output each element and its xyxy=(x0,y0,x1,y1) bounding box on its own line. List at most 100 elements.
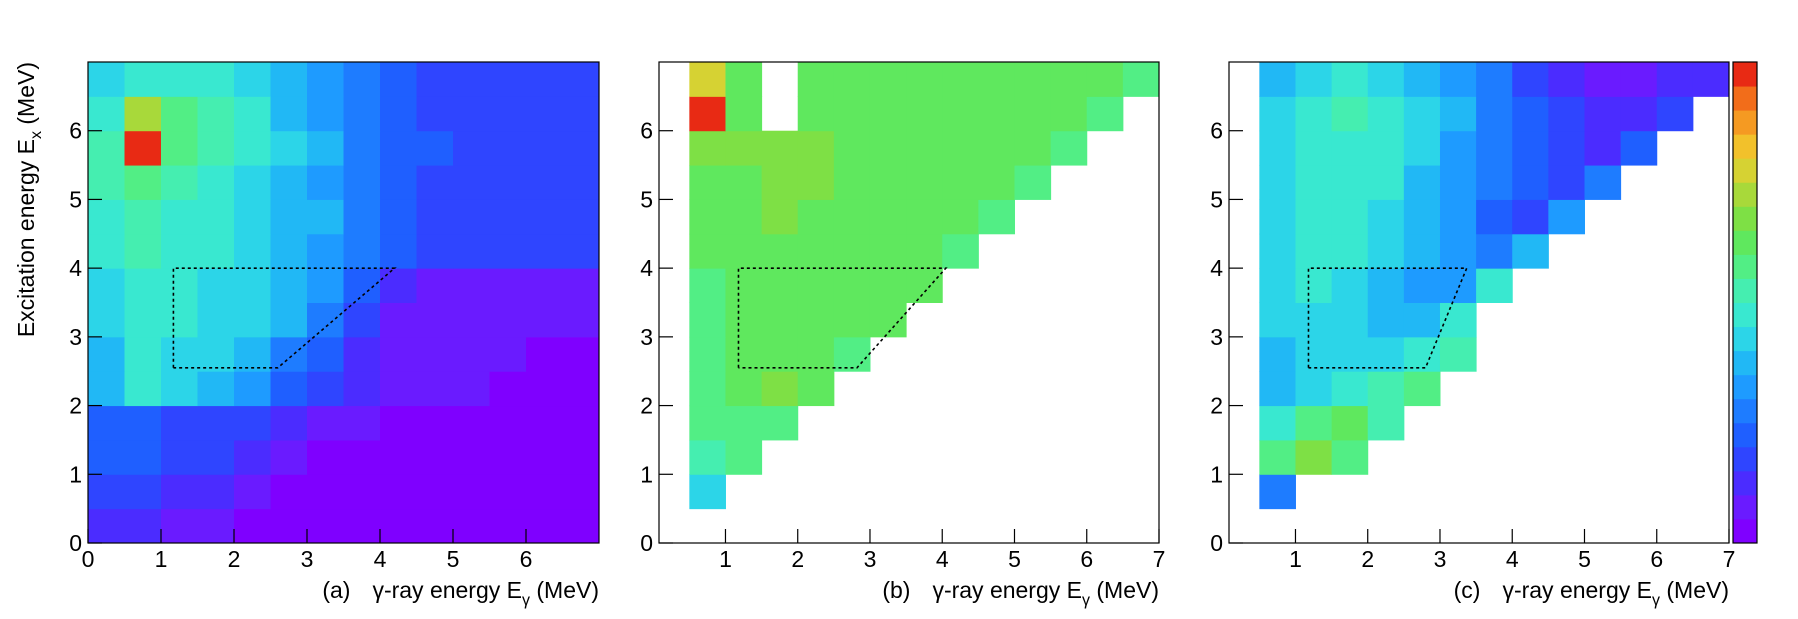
heatmap-cell xyxy=(307,199,344,235)
y-tick-label: 2 xyxy=(69,393,82,419)
heatmap-cell xyxy=(270,199,308,235)
heatmap-cell xyxy=(416,371,454,407)
heatmap-cell xyxy=(307,165,344,200)
heatmap-cell xyxy=(833,268,871,303)
heatmap-cell xyxy=(453,371,490,407)
colorbar-band xyxy=(1733,86,1757,111)
heatmap-cell xyxy=(270,62,308,97)
heatmap-cell xyxy=(307,96,344,132)
heatmap-cell xyxy=(1476,233,1513,269)
heatmap-cell xyxy=(234,371,271,407)
y-tick-label: 4 xyxy=(69,255,82,281)
heatmap-cell xyxy=(124,439,162,475)
heatmap-cell xyxy=(343,268,381,303)
heatmap-cell xyxy=(307,268,344,303)
heatmap-cell xyxy=(1367,130,1405,166)
heatmap-cell xyxy=(1259,233,1296,269)
heatmap-cell xyxy=(380,62,417,97)
colorbar-band xyxy=(1733,470,1757,496)
heatmap-cell xyxy=(797,130,835,166)
heatmap-cell xyxy=(234,439,271,475)
heatmap-cell xyxy=(453,405,490,441)
heatmap-cell xyxy=(124,233,162,269)
x-tick-label: 7 xyxy=(1723,546,1736,572)
heatmap-cell xyxy=(1620,130,1658,166)
heatmap-cell xyxy=(725,302,763,338)
heatmap-cell xyxy=(234,62,271,97)
heatmap-cell xyxy=(1295,199,1333,235)
heatmap-cell xyxy=(1548,199,1585,235)
heatmap-cell xyxy=(234,405,271,441)
colorbar-band xyxy=(1733,230,1757,255)
heatmap-cell xyxy=(453,130,490,166)
heatmap-cell xyxy=(1367,302,1405,338)
heatmap-cell xyxy=(1439,336,1477,372)
heatmap-cell xyxy=(1259,96,1296,132)
heatmap-cell xyxy=(270,233,308,269)
heatmap-cell xyxy=(1403,268,1441,303)
heatmap-cell xyxy=(197,233,235,269)
heatmap-cell xyxy=(1331,439,1369,475)
y-axis-label: Excitation energy Ex (MeV) xyxy=(13,62,45,337)
heatmap-cell xyxy=(307,474,344,510)
heatmap-cell xyxy=(234,474,271,510)
heatmap-cell xyxy=(1512,199,1549,235)
heatmap-cell xyxy=(234,130,271,166)
heatmap-cell xyxy=(270,336,308,372)
heatmap-cell xyxy=(562,96,599,132)
heatmap-cell xyxy=(1050,96,1088,132)
colorbar-band xyxy=(1733,134,1757,159)
x-tick-label: 0 xyxy=(82,546,95,572)
heatmap-cell xyxy=(270,130,308,166)
heatmap-cell xyxy=(526,268,563,303)
heatmap-cell xyxy=(489,405,527,441)
heatmap-cell xyxy=(725,336,763,372)
y-tick-label: 4 xyxy=(1210,255,1223,281)
y-tick-label: 6 xyxy=(69,118,82,144)
heatmap-cell xyxy=(689,199,726,235)
heatmap-cell xyxy=(307,62,344,97)
heatmap-cell xyxy=(562,336,599,372)
heatmap-cell xyxy=(88,62,125,97)
heatmap-cell xyxy=(307,371,344,407)
heatmap-cell xyxy=(562,233,599,269)
x-tick-label: 3 xyxy=(301,546,314,572)
heatmap-cell xyxy=(1331,371,1369,407)
x-label-main: γ-ray energy E xyxy=(1502,577,1652,603)
heatmap-cell xyxy=(1367,165,1405,200)
heatmap-cell xyxy=(1439,268,1477,303)
heatmap-cell xyxy=(380,405,417,441)
heatmap-cell xyxy=(234,508,271,543)
heatmap-cell xyxy=(526,474,563,510)
heatmap-cell xyxy=(489,439,527,475)
heatmap-cell xyxy=(1259,371,1296,407)
heatmap-cell xyxy=(761,371,799,407)
y-tick-label: 5 xyxy=(640,186,653,212)
heatmap-cell xyxy=(453,233,490,269)
heatmap-cell xyxy=(124,165,162,200)
heatmap-cell xyxy=(1367,96,1405,132)
heatmap-cell xyxy=(453,268,490,303)
heatmap-cell xyxy=(1295,130,1333,166)
heatmap-cell xyxy=(489,165,527,200)
heatmap-cell xyxy=(197,130,235,166)
heatmap-cell xyxy=(1584,130,1622,166)
heatmap-cell xyxy=(833,336,871,372)
y-tick-label: 6 xyxy=(1210,118,1223,144)
x-label-unit: (MeV) xyxy=(530,577,599,603)
x-tick-label: 3 xyxy=(1434,546,1447,572)
heatmap-cell xyxy=(1014,62,1052,97)
y-tick-label: 5 xyxy=(1210,186,1223,212)
heatmap-cell xyxy=(1259,165,1296,200)
colorbar-band xyxy=(1733,422,1757,448)
heatmap-cell xyxy=(380,233,417,269)
y-tick-label: 4 xyxy=(640,255,653,281)
heatmap-cell xyxy=(1295,439,1333,475)
heatmap xyxy=(1259,62,1729,510)
heatmap-cell xyxy=(725,96,763,132)
heatmap-cell xyxy=(307,302,344,338)
heatmap-cell xyxy=(1439,165,1477,200)
heatmap-cell xyxy=(761,130,799,166)
heatmap-cell xyxy=(689,96,726,132)
colorbar-band xyxy=(1733,374,1757,400)
